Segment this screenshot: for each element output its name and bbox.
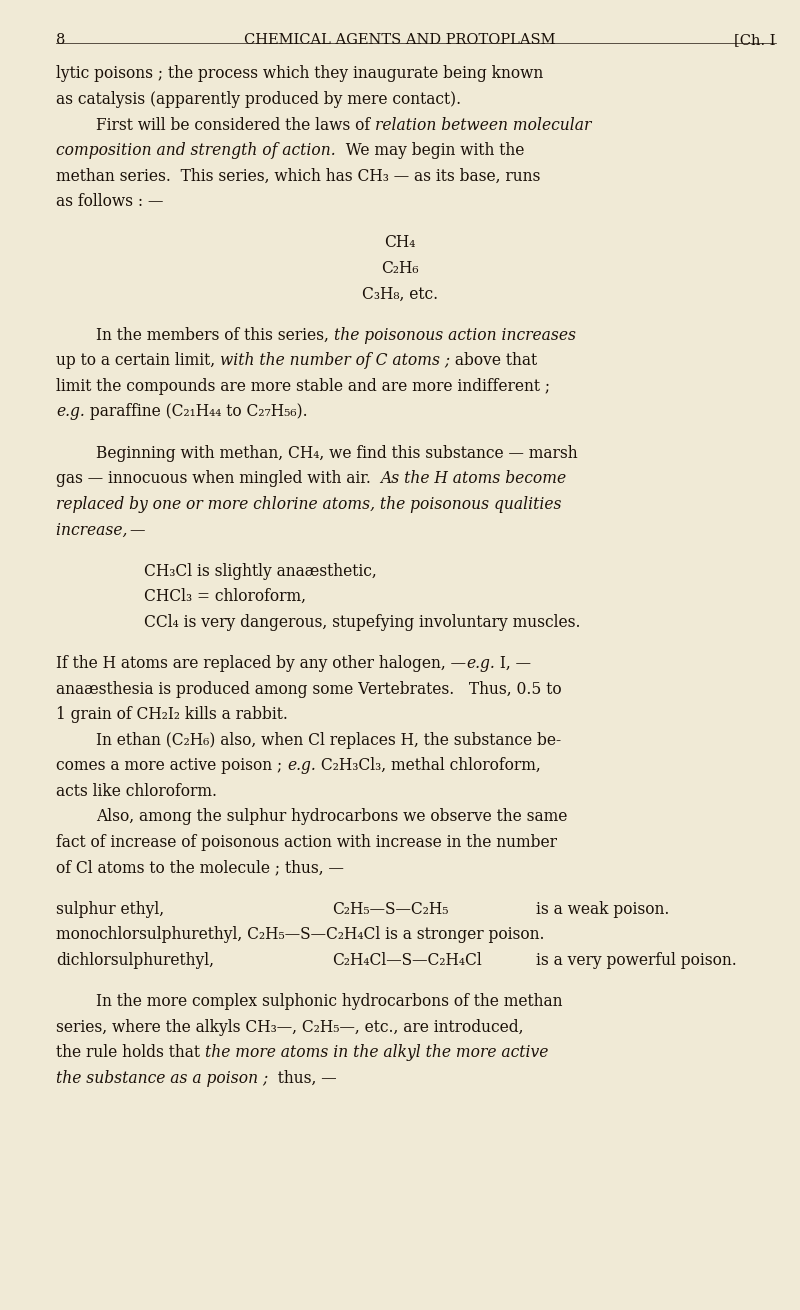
Text: C₂H₅—S—C₂H₅: C₂H₅—S—C₂H₅ bbox=[332, 900, 449, 917]
Text: C₃H₈, etc.: C₃H₈, etc. bbox=[362, 286, 438, 303]
Text: monochlorsulphurethyl, C₂H₅—S—C₂H₄Cl is a stronger poison.: monochlorsulphurethyl, C₂H₅—S—C₂H₄Cl is … bbox=[56, 926, 545, 943]
Text: CCl₄ is very dangerous, stupefying involuntary muscles.: CCl₄ is very dangerous, stupefying invol… bbox=[144, 613, 581, 630]
Text: anaæsthesia is produced among some Vertebrates.   Thus, 0.5 to: anaæsthesia is produced among some Verte… bbox=[56, 680, 562, 697]
Text: CH₃Cl is slightly anaæsthetic,: CH₃Cl is slightly anaæsthetic, bbox=[144, 562, 377, 579]
Text: the more atoms in the alkyl the more active: the more atoms in the alkyl the more act… bbox=[205, 1044, 548, 1061]
Text: e.g.: e.g. bbox=[466, 655, 494, 672]
Text: thus, —: thus, — bbox=[268, 1069, 337, 1086]
Text: CH₄: CH₄ bbox=[384, 234, 416, 252]
Text: CHCl₃ = chloroform,: CHCl₃ = chloroform, bbox=[144, 588, 306, 605]
Text: series, where the alkyls CH₃—, C₂H₅—, etc., are introduced,: series, where the alkyls CH₃—, C₂H₅—, et… bbox=[56, 1018, 523, 1035]
Text: is a very powerful poison.: is a very powerful poison. bbox=[536, 951, 737, 968]
Text: as catalysis (apparently produced by mere contact).: as catalysis (apparently produced by mer… bbox=[56, 92, 461, 107]
Text: limit the compounds are more stable and are more indifferent ;: limit the compounds are more stable and … bbox=[56, 377, 550, 394]
Text: e.g.: e.g. bbox=[56, 403, 85, 421]
Text: up to a certain limit,: up to a certain limit, bbox=[56, 352, 220, 369]
Text: paraffine (C₂₁H₄₄ to C₂₇H₅₆).: paraffine (C₂₁H₄₄ to C₂₇H₅₆). bbox=[85, 403, 307, 421]
Text: comes a more active poison ;: comes a more active poison ; bbox=[56, 757, 287, 774]
Text: fact of increase of poisonous action with increase in the number: fact of increase of poisonous action wit… bbox=[56, 833, 557, 850]
Text: If the H atoms are replaced by any other halogen, —: If the H atoms are replaced by any other… bbox=[56, 655, 466, 672]
Text: sulphur ethyl,: sulphur ethyl, bbox=[56, 900, 164, 917]
Text: We may begin with the: We may begin with the bbox=[336, 143, 524, 159]
Text: gas — innocuous when mingled with air.: gas — innocuous when mingled with air. bbox=[56, 470, 381, 487]
Text: of Cl atoms to the molecule ; thus, —: of Cl atoms to the molecule ; thus, — bbox=[56, 859, 344, 876]
Text: the substance as a poison ;: the substance as a poison ; bbox=[56, 1069, 268, 1086]
Text: above that: above that bbox=[450, 352, 538, 369]
Text: 1 grain of CH₂I₂ kills a rabbit.: 1 grain of CH₂I₂ kills a rabbit. bbox=[56, 706, 288, 723]
Text: composition and strength of action.: composition and strength of action. bbox=[56, 143, 336, 159]
Text: increase, —: increase, — bbox=[56, 521, 146, 538]
Text: Also, among the sulphur hydrocarbons we observe the same: Also, among the sulphur hydrocarbons we … bbox=[96, 808, 567, 825]
Text: the poisonous action increases: the poisonous action increases bbox=[334, 326, 576, 343]
Text: I, —: I, — bbox=[494, 655, 530, 672]
Text: In the members of this series,: In the members of this series, bbox=[96, 326, 334, 343]
Text: CHEMICAL AGENTS AND PROTOPLASM: CHEMICAL AGENTS AND PROTOPLASM bbox=[244, 33, 556, 47]
Text: lytic poisons ; the process which they inaugurate being known: lytic poisons ; the process which they i… bbox=[56, 66, 543, 83]
Text: as follows : —: as follows : — bbox=[56, 193, 163, 210]
Text: acts like chloroform.: acts like chloroform. bbox=[56, 782, 217, 799]
Text: 8: 8 bbox=[56, 33, 66, 47]
Text: In the more complex sulphonic hydrocarbons of the methan: In the more complex sulphonic hydrocarbo… bbox=[96, 993, 562, 1010]
Text: the rule holds that: the rule holds that bbox=[56, 1044, 205, 1061]
Text: [Ch. I: [Ch. I bbox=[734, 33, 776, 47]
Text: replaced by one or more chlorine atoms, the poisonous qualities: replaced by one or more chlorine atoms, … bbox=[56, 495, 562, 512]
Text: with the number of C atoms ;: with the number of C atoms ; bbox=[220, 352, 450, 369]
Text: C₂H₄Cl—S—C₂H₄Cl: C₂H₄Cl—S—C₂H₄Cl bbox=[332, 951, 482, 968]
Text: is a weak poison.: is a weak poison. bbox=[536, 900, 670, 917]
Text: First will be considered the laws of: First will be considered the laws of bbox=[96, 117, 375, 134]
Text: e.g.: e.g. bbox=[287, 757, 316, 774]
Text: As the H atoms become: As the H atoms become bbox=[381, 470, 566, 487]
Text: In ethan (C₂H₆) also, when Cl replaces H, the substance be-: In ethan (C₂H₆) also, when Cl replaces H… bbox=[96, 731, 561, 748]
Text: C₂H₆: C₂H₆ bbox=[381, 259, 419, 276]
Text: Beginning with methan, CH₄, we find this substance — marsh: Beginning with methan, CH₄, we find this… bbox=[96, 444, 578, 461]
Text: methan series.  This series, which has CH₃ — as its base, runs: methan series. This series, which has CH… bbox=[56, 168, 540, 185]
Text: relation between molecular: relation between molecular bbox=[375, 117, 591, 134]
Text: C₂H₃Cl₃, methal chloroform,: C₂H₃Cl₃, methal chloroform, bbox=[316, 757, 541, 774]
Text: dichlorsulphurethyl,: dichlorsulphurethyl, bbox=[56, 951, 214, 968]
